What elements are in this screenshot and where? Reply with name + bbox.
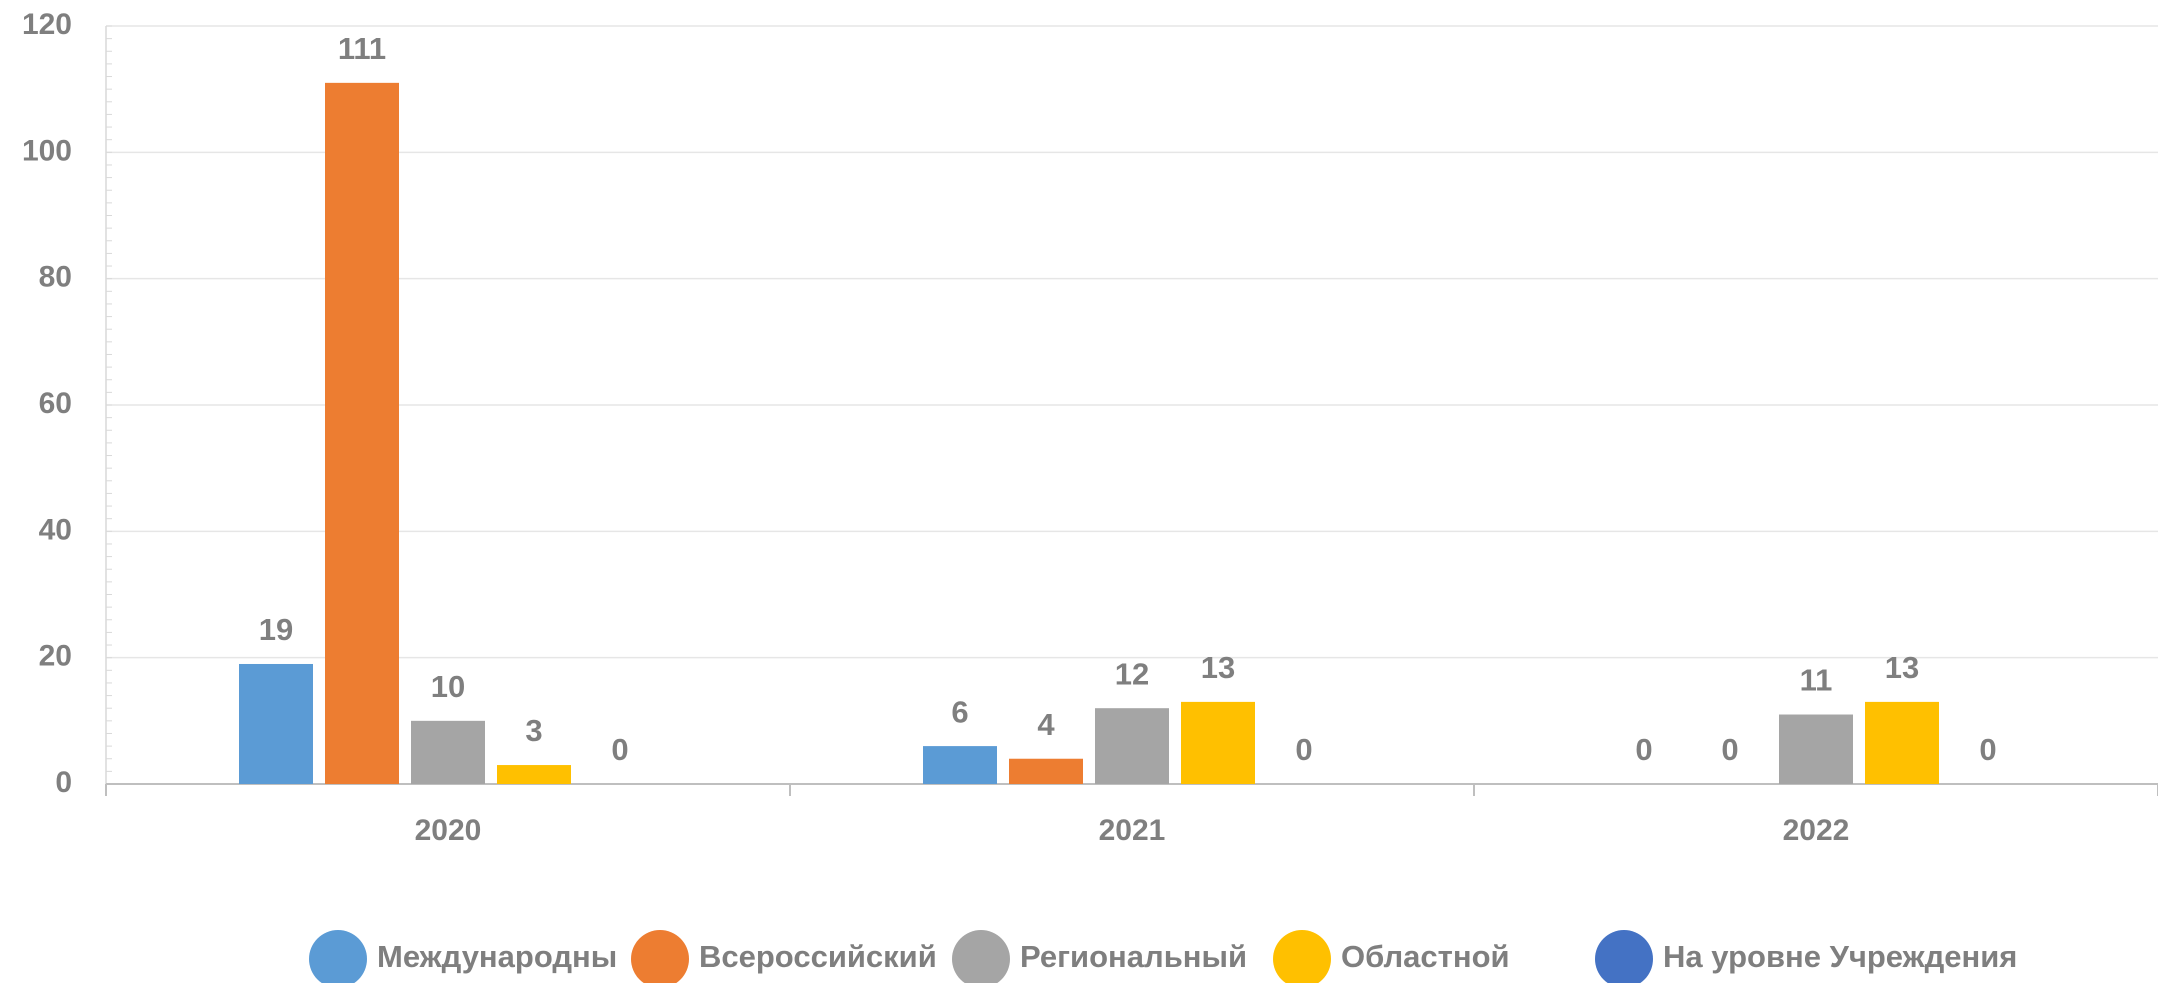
y-tick-label: 80 — [39, 261, 72, 294]
bar — [1181, 701, 1255, 784]
data-label: 111 — [338, 31, 386, 66]
y-tick-label: 60 — [39, 387, 72, 420]
bar — [1865, 701, 1939, 784]
data-label: 13 — [1885, 650, 1919, 685]
legend-label: Международны — [377, 939, 617, 974]
y-tick-label: 100 — [22, 134, 72, 167]
bar — [1009, 758, 1083, 784]
y-tick-label: 120 — [22, 8, 72, 41]
y-tick-label: 0 — [55, 766, 72, 799]
data-label: 4 — [1037, 707, 1055, 742]
legend-swatch — [309, 930, 367, 983]
bar — [239, 663, 313, 784]
data-label: 12 — [1115, 656, 1149, 691]
x-tick-label: 2020 — [415, 814, 482, 847]
legend-swatch — [952, 930, 1010, 983]
data-label: 10 — [431, 669, 465, 704]
bar — [1779, 714, 1853, 784]
y-tick-label: 20 — [39, 640, 72, 673]
data-label: 0 — [1635, 732, 1652, 767]
bar — [497, 765, 571, 784]
data-label: 0 — [611, 732, 628, 767]
legend-swatch — [1273, 930, 1331, 983]
data-label: 0 — [1721, 732, 1738, 767]
legend-label: На уровне Учреждения — [1663, 939, 2017, 974]
legend-swatch — [631, 930, 689, 983]
legend-swatch — [1595, 930, 1653, 983]
legend-label: Областной — [1341, 939, 1510, 974]
data-label: 3 — [525, 713, 542, 748]
data-label: 0 — [1295, 732, 1312, 767]
bar — [923, 746, 997, 784]
data-label: 13 — [1201, 650, 1235, 685]
x-tick-label: 2021 — [1099, 814, 1166, 847]
bar — [1095, 708, 1169, 784]
data-label: 19 — [259, 612, 293, 647]
x-tick-label: 2022 — [1783, 814, 1850, 847]
data-label: 11 — [1800, 663, 1833, 698]
y-tick-label: 40 — [39, 513, 72, 546]
legend-label: Всероссийский — [699, 939, 937, 974]
bar — [411, 720, 485, 784]
data-label: 0 — [1979, 732, 1996, 767]
data-label: 6 — [951, 694, 968, 729]
legend-label: Региональный — [1020, 939, 1247, 974]
bar — [325, 82, 399, 785]
